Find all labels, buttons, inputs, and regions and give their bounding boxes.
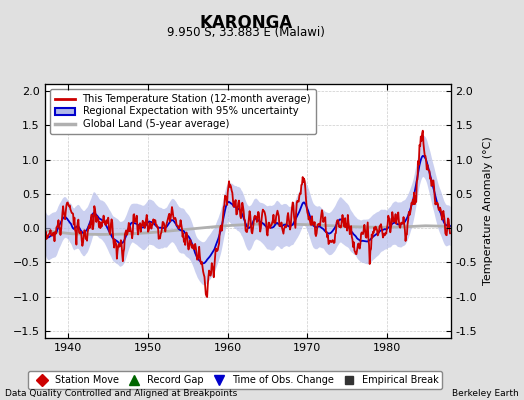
Y-axis label: Temperature Anomaly (°C): Temperature Anomaly (°C) — [483, 137, 493, 285]
Text: KARONGA: KARONGA — [200, 14, 293, 32]
Legend: Station Move, Record Gap, Time of Obs. Change, Empirical Break: Station Move, Record Gap, Time of Obs. C… — [28, 371, 442, 389]
Text: Berkeley Earth: Berkeley Earth — [452, 389, 519, 398]
Text: 9.950 S, 33.883 E (Malawi): 9.950 S, 33.883 E (Malawi) — [167, 26, 325, 39]
Text: Data Quality Controlled and Aligned at Breakpoints: Data Quality Controlled and Aligned at B… — [5, 389, 237, 398]
